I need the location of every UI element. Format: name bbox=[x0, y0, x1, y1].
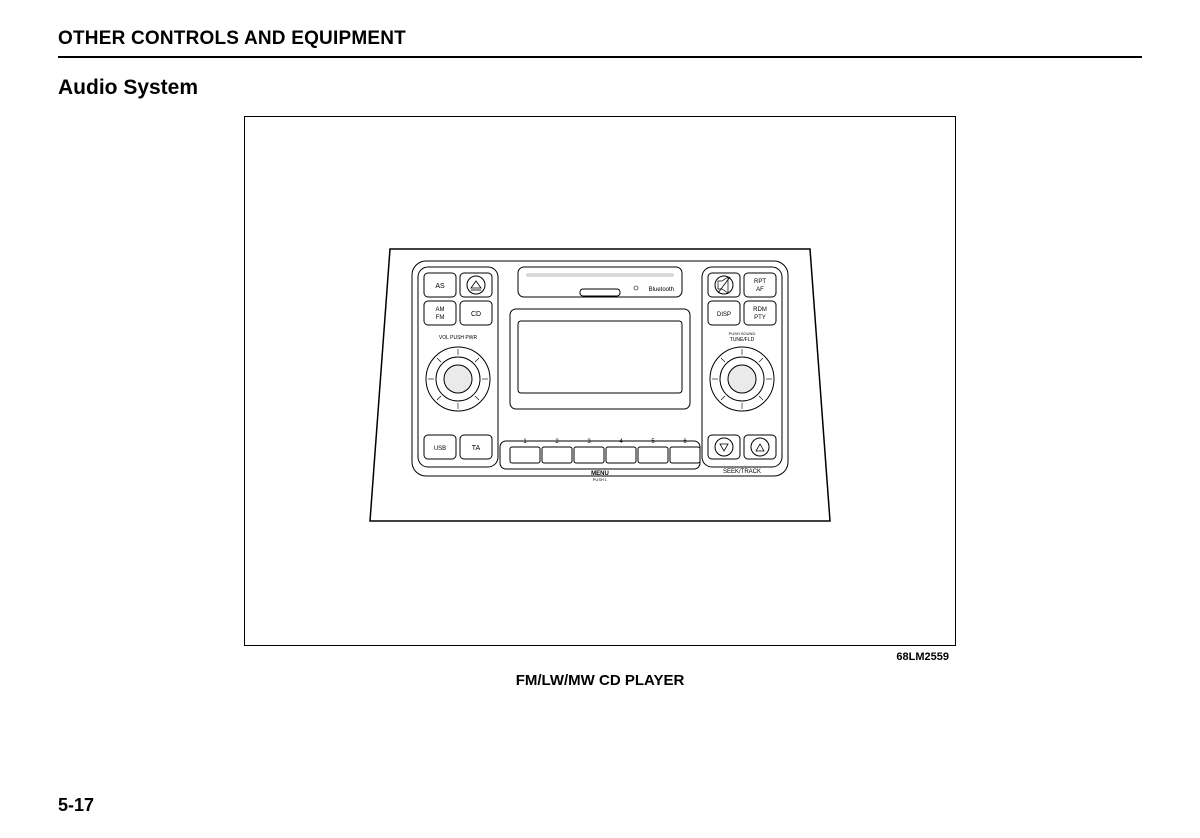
svg-text:RDM: RDM bbox=[753, 307, 767, 313]
page-number: 5-17 bbox=[58, 795, 94, 816]
bluetooth-label: Bluetooth bbox=[649, 287, 674, 293]
seek-track-label: SEEK/TRACK bbox=[723, 469, 761, 475]
car-radio-diagram: Bluetooth 1 2 3 4 5 6 MENU bbox=[360, 231, 840, 531]
svg-text:PUSH SOUND: PUSH SOUND bbox=[729, 331, 756, 336]
figure-frame: Bluetooth 1 2 3 4 5 6 MENU bbox=[244, 116, 956, 646]
usb-button-label: USB bbox=[434, 446, 446, 452]
svg-text:1: 1 bbox=[523, 439, 527, 445]
figure-code: 68LM2559 bbox=[896, 651, 949, 663]
svg-text:2: 2 bbox=[555, 439, 559, 445]
vol-knob-label: VOL PUSH PWR bbox=[439, 335, 478, 341]
svg-text:3: 3 bbox=[587, 439, 591, 445]
down-icon bbox=[720, 444, 728, 451]
disp-button-label: DISP bbox=[717, 312, 731, 318]
svg-text:AM: AM bbox=[436, 307, 445, 313]
menu-sublabel: PUSH L bbox=[593, 477, 608, 482]
subsection-title: Audio System bbox=[58, 76, 1142, 100]
svg-text:RPT: RPT bbox=[754, 279, 766, 285]
tune-knob-label: TUNE/FLD bbox=[730, 337, 755, 343]
cd-button-label: CD bbox=[471, 311, 481, 318]
manual-page: OTHER CONTROLS AND EQUIPMENT Audio Syste… bbox=[0, 0, 1200, 838]
svg-text:AF: AF bbox=[756, 287, 764, 293]
section-header: OTHER CONTROLS AND EQUIPMENT bbox=[58, 28, 1142, 58]
svg-text:5: 5 bbox=[651, 439, 655, 445]
svg-text:6: 6 bbox=[683, 439, 687, 445]
eject-icon bbox=[471, 281, 481, 288]
svg-text:PTY: PTY bbox=[754, 315, 766, 321]
as-button-label: AS bbox=[435, 283, 445, 290]
figure-caption: FM/LW/MW CD PLAYER bbox=[58, 672, 1142, 689]
up-icon bbox=[756, 444, 764, 451]
svg-text:FM: FM bbox=[436, 315, 445, 321]
svg-text:4: 4 bbox=[619, 439, 623, 445]
ta-button-label: TA bbox=[472, 445, 481, 452]
